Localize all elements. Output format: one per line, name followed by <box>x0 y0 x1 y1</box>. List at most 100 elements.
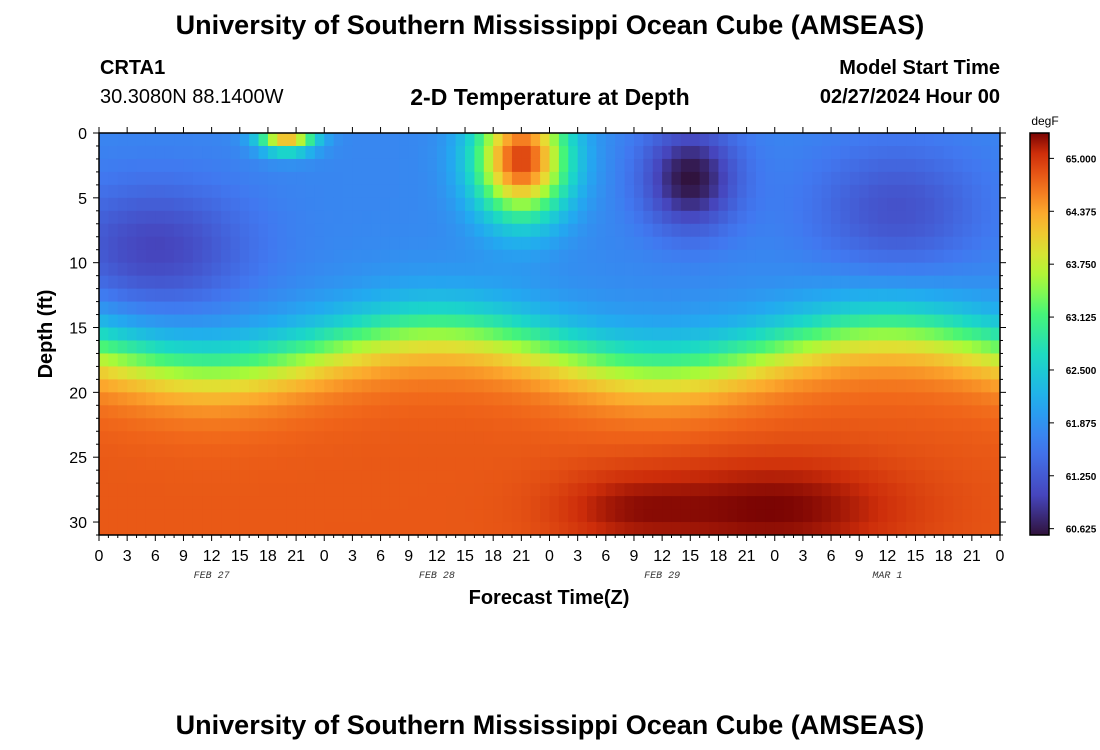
heatmap-cell <box>127 249 138 264</box>
heatmap-cell <box>877 236 888 251</box>
heatmap-cell <box>127 509 138 523</box>
heatmap-cell <box>981 483 992 497</box>
heatmap-cell <box>906 275 917 290</box>
heatmap-cell <box>371 340 382 355</box>
heatmap-cell <box>633 171 644 186</box>
heatmap-cell <box>971 405 982 419</box>
heatmap-cell <box>202 133 213 147</box>
heatmap-cell <box>324 262 335 277</box>
heatmap-cell <box>877 133 888 147</box>
heatmap-cell <box>821 405 832 419</box>
heatmap-cell <box>192 431 203 445</box>
heatmap-cell <box>605 314 616 329</box>
heatmap-cell <box>981 249 992 264</box>
heatmap-cell <box>380 392 391 406</box>
heatmap-cell <box>587 522 598 535</box>
heatmap-cell <box>455 353 466 368</box>
heatmap-cell <box>483 301 494 316</box>
heatmap-cell <box>709 145 720 160</box>
heatmap-cell <box>502 158 513 173</box>
heatmap-cell <box>671 197 682 212</box>
heatmap-cell <box>333 457 344 471</box>
heatmap-cell <box>840 288 851 303</box>
heatmap-cell <box>943 158 954 173</box>
heatmap-cell <box>690 353 701 368</box>
heatmap-cell <box>765 327 776 342</box>
heatmap-cell <box>267 392 278 406</box>
heatmap-cell <box>371 379 382 393</box>
heatmap-cell <box>887 392 898 406</box>
heatmap-cell <box>455 145 466 160</box>
heatmap-cell <box>493 392 504 406</box>
heatmap-cell <box>549 158 560 173</box>
heatmap-cell <box>887 366 898 380</box>
heatmap-cell <box>183 210 194 225</box>
heatmap-cell <box>127 223 138 238</box>
heatmap-cell <box>624 405 635 419</box>
heatmap-cell <box>493 262 504 277</box>
heatmap-cell <box>371 301 382 316</box>
heatmap-cell <box>474 210 485 225</box>
heatmap-cell <box>211 249 222 264</box>
heatmap-cell <box>877 366 888 380</box>
heatmap-cell <box>680 158 691 173</box>
heatmap-cell <box>465 262 476 277</box>
heatmap-cell <box>446 509 457 523</box>
heatmap-cell <box>117 379 128 393</box>
heatmap-cell <box>371 522 382 535</box>
heatmap-cell <box>352 197 363 212</box>
heatmap-cell <box>258 431 269 445</box>
heatmap-cell <box>455 223 466 238</box>
heatmap-cell <box>727 366 738 380</box>
heatmap-cell <box>633 340 644 355</box>
heatmap-cell <box>465 405 476 419</box>
heatmap-cell <box>981 262 992 277</box>
heatmap-cell <box>333 145 344 160</box>
heatmap-cell <box>896 223 907 238</box>
x-tick-label: 21 <box>738 548 756 565</box>
heatmap-cell <box>164 288 175 303</box>
heatmap-cell <box>662 171 673 186</box>
heatmap-cell <box>286 366 297 380</box>
heatmap-cell <box>868 301 879 316</box>
date-label: FEB 28 <box>419 571 455 582</box>
heatmap-cell <box>615 522 626 535</box>
heatmap-cell <box>455 184 466 199</box>
heatmap-cell <box>971 379 982 393</box>
heatmap-cell <box>812 470 823 484</box>
heatmap-cell <box>877 444 888 458</box>
heatmap-cell <box>558 366 569 380</box>
heatmap-cell <box>221 483 231 497</box>
heatmap-cell <box>765 405 776 419</box>
heatmap-cell <box>896 314 907 329</box>
heatmap-cell <box>587 418 598 432</box>
heatmap-cell <box>455 275 466 290</box>
heatmap-cell <box>840 470 851 484</box>
heatmap-cell <box>211 483 222 497</box>
heatmap-cell <box>746 314 757 329</box>
heatmap-cell <box>493 509 504 523</box>
heatmap-cell <box>361 418 372 432</box>
heatmap-cell <box>690 158 701 173</box>
heatmap-cell <box>380 418 391 432</box>
heatmap-cell <box>249 184 260 199</box>
heatmap-cell <box>643 431 654 445</box>
heatmap-cell <box>286 340 297 355</box>
heatmap-cell <box>587 405 598 419</box>
heatmap-cell <box>239 249 250 264</box>
heatmap-cell <box>577 145 588 160</box>
heatmap-cell <box>953 431 964 445</box>
heatmap-cell <box>558 210 569 225</box>
heatmap-cell <box>127 275 138 290</box>
heatmap-cell <box>183 327 194 342</box>
heatmap-cell <box>380 522 391 535</box>
heatmap-cell <box>502 288 513 303</box>
heatmap-cell <box>455 470 466 484</box>
heatmap-cell <box>840 353 851 368</box>
heatmap-cell <box>314 418 325 432</box>
heatmap-cell <box>267 223 278 238</box>
heatmap-cell <box>239 210 250 225</box>
heatmap-cell <box>249 392 260 406</box>
heatmap-cell <box>277 275 288 290</box>
